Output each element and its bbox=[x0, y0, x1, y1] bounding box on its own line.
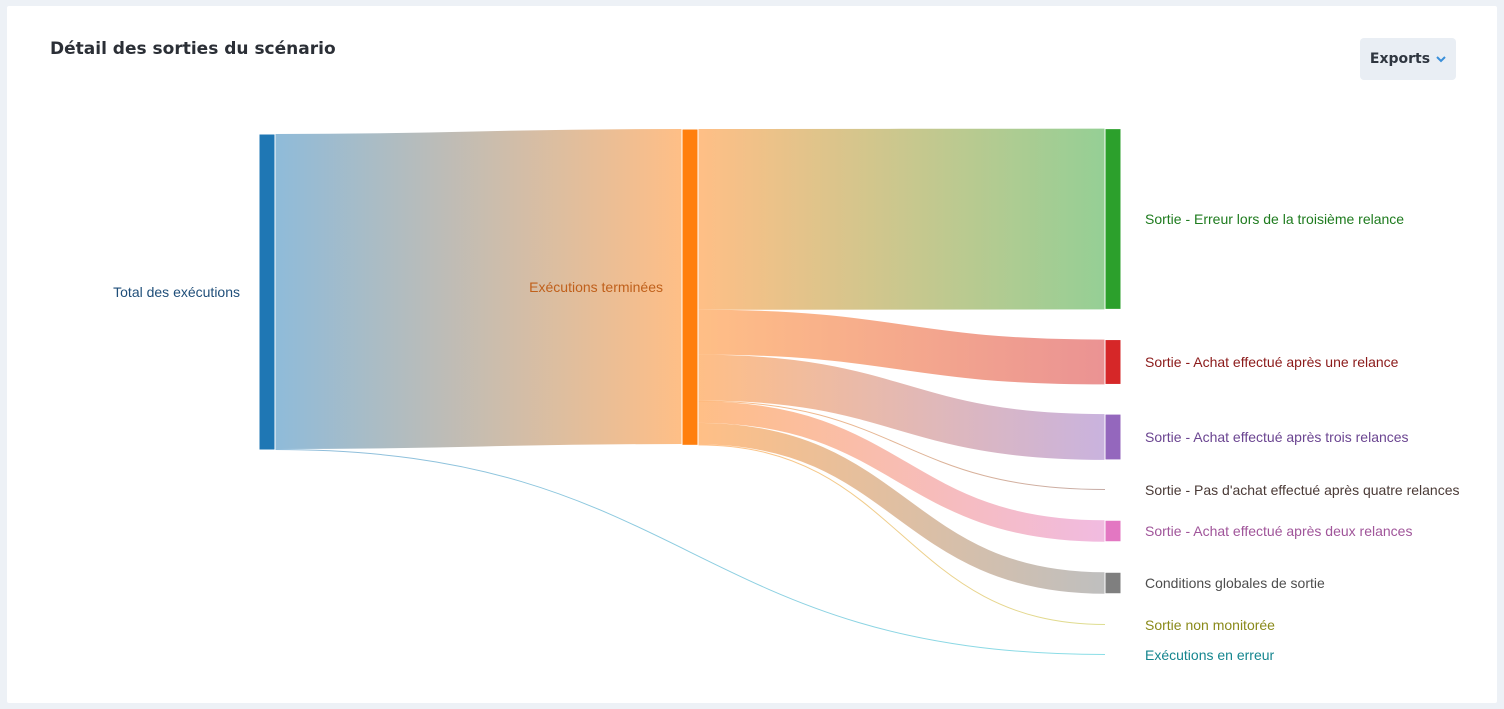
sankey-link-terminees-globales[interactable] bbox=[697, 422, 1106, 594]
sankey-link-terminees-achat3[interactable] bbox=[697, 354, 1106, 460]
sankey-link-terminees-pasachat4[interactable] bbox=[697, 400, 1106, 490]
sankey-label-enerreur: Exécutions en erreur bbox=[1145, 647, 1275, 663]
sankey-label-total: Total des exécutions bbox=[113, 284, 240, 300]
sankey-node-globales[interactable] bbox=[1104, 571, 1122, 595]
sankey-label-terminees: Exécutions terminées bbox=[529, 279, 663, 295]
sankey-node-achat1[interactable] bbox=[1104, 339, 1122, 385]
sankey-node-terminees[interactable] bbox=[681, 128, 699, 446]
sankey-links bbox=[274, 128, 1106, 655]
exports-label: Exports bbox=[1369, 51, 1431, 67]
sankey-labels: Total des exécutions Exécutions terminées… bbox=[113, 211, 1459, 663]
sankey-label-nonmon: Sortie non monitorée bbox=[1145, 617, 1275, 633]
sankey-label-achat2: Sortie - Achat effectué après deux relan… bbox=[1145, 523, 1412, 539]
sankey-nodes bbox=[258, 128, 1122, 595]
sankey-label-erreur3: Sortie - Erreur lors de la troisième rel… bbox=[1145, 211, 1404, 227]
sankey-link-terminees-nonmon[interactable] bbox=[697, 444, 1106, 625]
sankey-node-erreur3[interactable] bbox=[1104, 128, 1122, 310]
sankey-link-terminees-achat1[interactable] bbox=[697, 309, 1106, 385]
sankey-node-achat3[interactable] bbox=[1104, 413, 1122, 461]
sankey-label-pasachat4: Sortie - Pas d'achat effectué après quat… bbox=[1145, 482, 1460, 498]
sankey-label-achat1: Sortie - Achat effectué après une relanc… bbox=[1145, 354, 1399, 370]
sankey-link-total-terminees[interactable] bbox=[274, 129, 683, 450]
sankey-link-terminees-achat2[interactable] bbox=[697, 401, 1106, 542]
sankey-node-total[interactable] bbox=[258, 133, 276, 451]
exports-button[interactable]: Exports bbox=[1360, 38, 1456, 80]
sankey-label-achat3: Sortie - Achat effectué après trois rela… bbox=[1145, 429, 1409, 445]
sankey-link-total-enerreur[interactable] bbox=[274, 449, 1106, 655]
sankey-label-globales: Conditions globales de sortie bbox=[1145, 575, 1325, 591]
sankey-node-achat2[interactable] bbox=[1104, 519, 1122, 543]
chevron-down-icon bbox=[1436, 55, 1446, 63]
card-title: Détail des sorties du scénario bbox=[50, 39, 336, 59]
